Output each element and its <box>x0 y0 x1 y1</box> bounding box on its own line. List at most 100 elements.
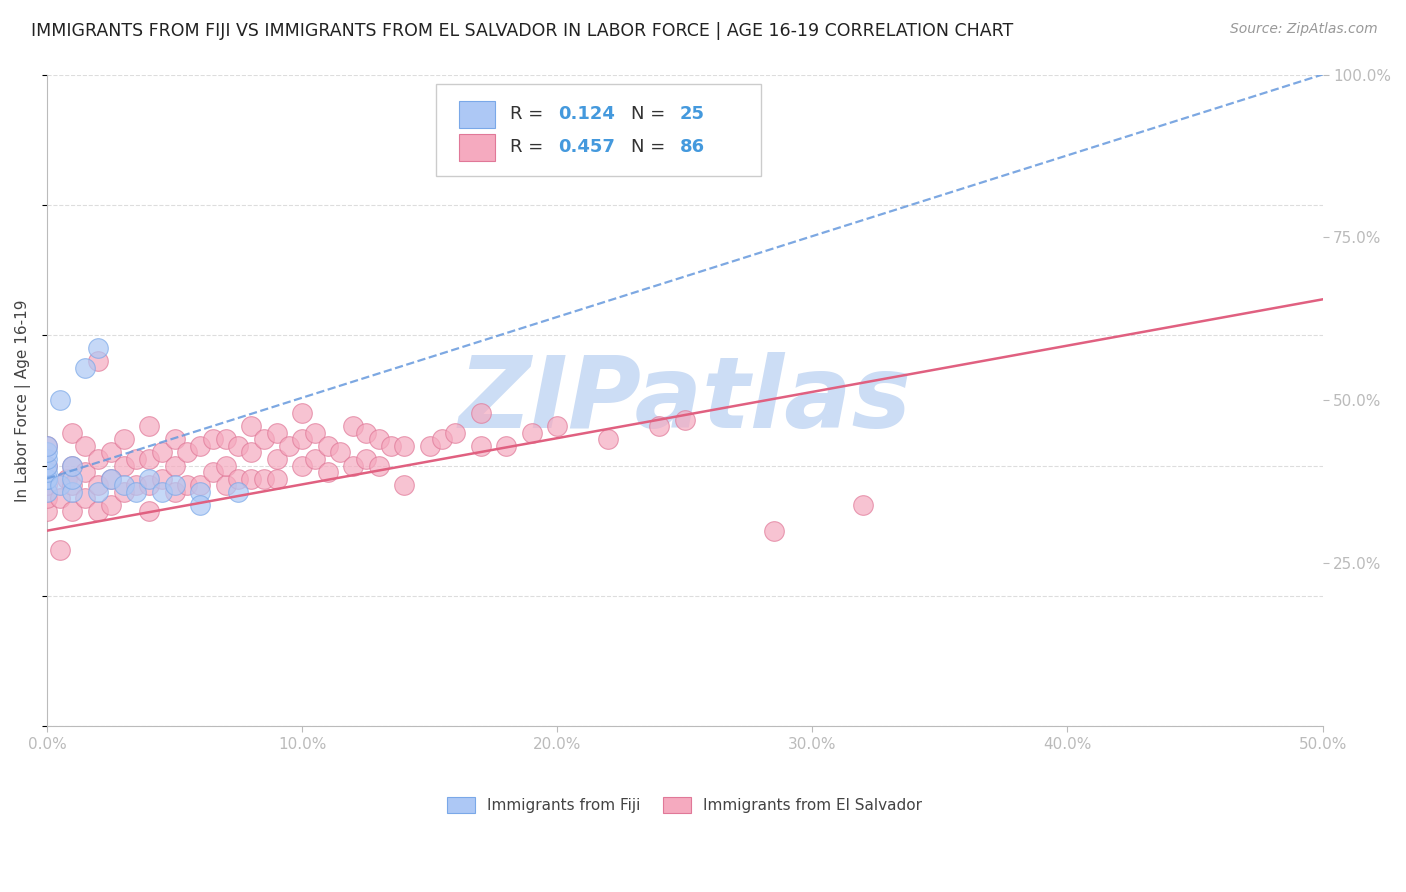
Point <box>367 458 389 473</box>
Point <box>62 484 84 499</box>
Point <box>112 433 135 447</box>
Point <box>546 419 568 434</box>
Point <box>188 498 211 512</box>
Text: 25: 25 <box>679 105 704 123</box>
Point <box>35 439 58 453</box>
Point <box>35 491 58 505</box>
Point <box>392 439 415 453</box>
Point <box>598 433 620 447</box>
Point <box>35 472 58 486</box>
Point <box>201 433 224 447</box>
Point <box>226 484 249 499</box>
Point <box>35 439 58 453</box>
Point <box>150 484 173 499</box>
Point <box>163 484 186 499</box>
Point <box>520 425 543 440</box>
Point <box>176 445 198 459</box>
Point <box>763 524 786 538</box>
Point <box>240 419 263 434</box>
Point <box>470 439 492 453</box>
Text: N =: N = <box>631 137 671 156</box>
Point <box>278 439 301 453</box>
Point <box>432 433 454 447</box>
Point <box>75 491 97 505</box>
Point <box>35 452 58 467</box>
Point <box>150 445 173 459</box>
Point <box>495 439 517 453</box>
Point <box>304 425 326 440</box>
Point <box>35 458 58 473</box>
Point <box>48 543 70 558</box>
Legend: Immigrants from Fiji, Immigrants from El Salvador: Immigrants from Fiji, Immigrants from El… <box>440 789 929 821</box>
Point <box>87 484 110 499</box>
Point <box>444 425 467 440</box>
Point <box>316 465 339 479</box>
Point <box>35 504 58 518</box>
FancyBboxPatch shape <box>458 134 495 161</box>
Point <box>56 472 79 486</box>
Point <box>48 393 70 408</box>
Text: ZIPatlas: ZIPatlas <box>458 351 911 449</box>
Point <box>673 413 696 427</box>
Point <box>62 425 84 440</box>
Point <box>342 458 364 473</box>
Point <box>240 472 263 486</box>
Point <box>253 472 276 486</box>
Y-axis label: In Labor Force | Age 16-19: In Labor Force | Age 16-19 <box>15 299 31 501</box>
Point <box>87 452 110 467</box>
Text: N =: N = <box>631 105 671 123</box>
Point <box>62 458 84 473</box>
Point <box>176 478 198 492</box>
Point <box>35 472 58 486</box>
Point <box>48 478 70 492</box>
Point <box>304 452 326 467</box>
Point <box>138 478 160 492</box>
Point <box>100 472 122 486</box>
FancyBboxPatch shape <box>436 85 761 176</box>
Point <box>226 472 249 486</box>
Text: R =: R = <box>510 137 548 156</box>
Point <box>214 458 236 473</box>
Point <box>470 406 492 420</box>
Point <box>62 504 84 518</box>
Text: Source: ZipAtlas.com: Source: ZipAtlas.com <box>1230 22 1378 37</box>
Point <box>62 458 84 473</box>
Point <box>354 425 377 440</box>
Point <box>188 484 211 499</box>
Point <box>240 445 263 459</box>
Point <box>188 439 211 453</box>
Point <box>316 439 339 453</box>
Point <box>291 458 314 473</box>
Point <box>138 504 160 518</box>
Point <box>75 360 97 375</box>
Point <box>35 445 58 459</box>
Point <box>48 491 70 505</box>
Point <box>291 433 314 447</box>
Point <box>163 478 186 492</box>
Text: 0.457: 0.457 <box>558 137 616 156</box>
Point <box>35 465 58 479</box>
Point <box>342 419 364 434</box>
Point <box>163 433 186 447</box>
Point <box>648 419 671 434</box>
Text: R =: R = <box>510 105 548 123</box>
Point <box>150 472 173 486</box>
Point <box>201 465 224 479</box>
Point <box>329 445 352 459</box>
Point <box>35 484 58 499</box>
Point <box>35 458 58 473</box>
Point <box>125 484 148 499</box>
Point <box>380 439 402 453</box>
Point <box>87 478 110 492</box>
Point <box>100 472 122 486</box>
Point <box>392 478 415 492</box>
Point <box>62 478 84 492</box>
Point <box>266 425 288 440</box>
Point <box>87 504 110 518</box>
Point <box>75 439 97 453</box>
Point <box>266 472 288 486</box>
Point <box>138 452 160 467</box>
Point <box>419 439 441 453</box>
Point <box>214 433 236 447</box>
Point <box>163 458 186 473</box>
